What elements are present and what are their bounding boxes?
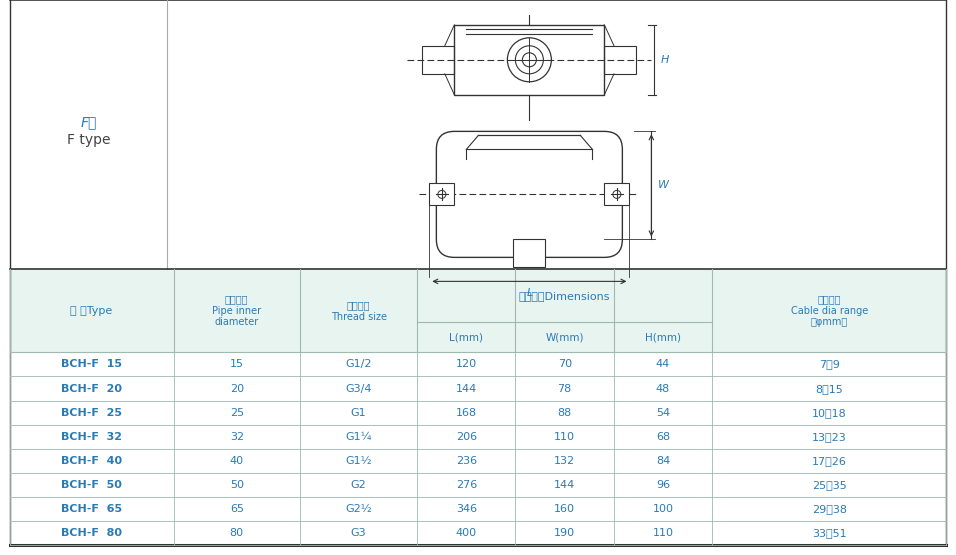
Text: BCH-F  65: BCH-F 65 [61,504,122,514]
Text: BCH-F  15: BCH-F 15 [61,360,122,370]
Text: G1/2: G1/2 [345,360,372,370]
Text: 13～23: 13～23 [812,432,847,442]
Bar [423,46,454,74]
Text: BCH-F  25: BCH-F 25 [61,407,122,417]
Bar [513,239,545,268]
Text: 110: 110 [653,528,674,538]
Text: BCH-F  50: BCH-F 50 [61,480,122,490]
Text: 外形尺寸Dimensions: 外形尺寸Dimensions [519,290,611,301]
Bar [10,425,946,448]
Text: 100: 100 [653,504,674,514]
Text: 48: 48 [656,384,670,393]
Text: L: L [526,289,532,299]
Text: 32: 32 [229,432,244,442]
Text: 50: 50 [229,480,244,490]
Text: 132: 132 [554,456,576,466]
Text: 25～35: 25～35 [812,480,847,490]
Text: 160: 160 [554,504,576,514]
Text: 276: 276 [456,480,477,490]
Bar [454,25,604,95]
Text: 54: 54 [656,407,670,417]
Text: 206: 206 [456,432,477,442]
Text: 17～26: 17～26 [812,456,847,466]
Text: G3: G3 [351,528,366,538]
Text: 10～18: 10～18 [812,407,847,417]
Text: G1¼: G1¼ [345,432,372,442]
Text: 120: 120 [456,360,477,370]
Text: F型: F型 [80,115,97,129]
Text: F type: F type [67,133,110,147]
Text: BCH-F  40: BCH-F 40 [61,456,122,466]
Bar [429,183,454,205]
Text: 25: 25 [229,407,244,417]
Text: 190: 190 [554,528,576,538]
Text: 管子内径
Pipe inner
diameter: 管子内径 Pipe inner diameter [212,294,261,327]
Text: 168: 168 [456,407,477,417]
Text: 80: 80 [229,528,244,538]
Text: 型 号Type: 型 号Type [71,306,113,316]
Bar [604,183,629,205]
Text: G1½: G1½ [345,456,372,466]
Bar [10,521,946,545]
Text: G3/4: G3/4 [345,384,372,393]
Bar [604,46,637,74]
Text: 110: 110 [554,432,576,442]
Text: L(mm): L(mm) [449,332,484,342]
Text: 螺纹尺寸
Thread size: 螺纹尺寸 Thread size [331,300,386,321]
Text: 29～38: 29～38 [812,504,847,514]
Text: 40: 40 [229,456,244,466]
Bar [10,401,946,425]
Text: W(mm): W(mm) [546,332,584,342]
Text: 400: 400 [456,528,477,538]
Text: 电缆外径
Cable dia range
（φmm）: 电缆外径 Cable dia range （φmm） [791,294,868,327]
Bar [10,448,946,473]
Text: 33～51: 33～51 [812,528,847,538]
Text: H(mm): H(mm) [645,332,681,342]
Text: 70: 70 [557,360,572,370]
Text: 96: 96 [656,480,670,490]
Text: BCH-F  20: BCH-F 20 [61,384,122,393]
Text: 144: 144 [554,480,576,490]
Text: 144: 144 [456,384,477,393]
Text: BCH-F  80: BCH-F 80 [61,528,122,538]
Text: 7～9: 7～9 [819,360,839,370]
Text: 236: 236 [456,456,477,466]
Text: 346: 346 [456,504,477,514]
Bar [10,269,946,352]
Text: 15: 15 [229,360,244,370]
Text: 20: 20 [229,384,244,393]
Text: BCH-F  32: BCH-F 32 [61,432,122,442]
Bar [10,352,946,376]
Text: W: W [659,180,669,190]
Bar [10,473,946,497]
Text: 84: 84 [656,456,670,466]
Text: 65: 65 [229,504,244,514]
Bar [10,376,946,401]
Text: 78: 78 [557,384,572,393]
Text: 44: 44 [656,360,670,370]
Text: 8～15: 8～15 [815,384,843,393]
Text: 88: 88 [557,407,572,417]
Text: G2: G2 [351,480,366,490]
Text: G1: G1 [351,407,366,417]
Text: H: H [661,55,669,65]
Text: G2½: G2½ [345,504,372,514]
Text: 68: 68 [656,432,670,442]
Bar [10,497,946,521]
